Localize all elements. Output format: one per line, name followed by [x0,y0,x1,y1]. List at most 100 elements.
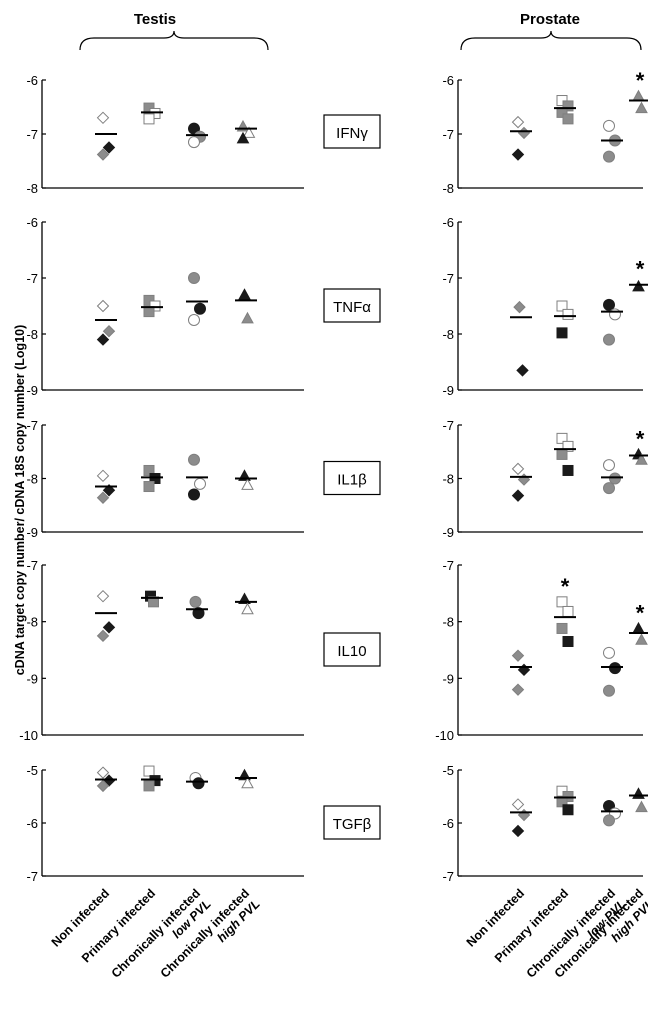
data-point-circle [603,482,615,495]
group-4-points [235,119,257,144]
data-point-circle [603,646,615,659]
data-point-circle [609,662,621,675]
data-point-diamond [96,111,110,125]
cytokine-label: TNFα [333,299,371,316]
group-2-points [554,432,576,476]
data-point-circle [194,477,206,490]
cytokine-label: IFNγ [336,125,368,142]
x-label-line1: Chronically infected [109,886,203,980]
y-tick-label: -5 [26,763,38,778]
cytokine-label-frame [323,805,381,840]
group-4-points: * [629,600,648,645]
data-point-circle [603,298,615,311]
y-tick-label: -9 [26,525,38,540]
data-point-triangle [635,800,648,813]
cytokine-label-box: TGFβ [323,805,381,840]
data-point-circle [192,607,205,620]
data-point-square [556,448,568,460]
data-point-square [562,804,574,816]
data-point-circle [188,272,200,284]
y-tick-label: -6 [26,73,38,88]
data-point-diamond [96,766,110,779]
y-tick-label: -7 [26,869,38,884]
y-tick-label: -9 [26,383,38,398]
group-1-points [95,111,117,161]
group-4-points [235,469,257,490]
data-point-diamond [102,621,116,634]
y-tick-label: -7 [442,418,454,433]
y-tick-label: -8 [442,181,454,196]
y-tick-label: -6 [442,215,454,230]
cytokine-label-frame [323,114,381,149]
data-point-triangle [241,776,254,789]
significance-star: * [636,257,645,282]
y-tick-label: -7 [26,271,38,286]
y-tick-label: -9 [26,671,38,686]
data-point-square [562,605,574,617]
data-point-square [556,327,568,339]
y-tick-label: -7 [26,127,38,142]
group-1-points [510,115,532,161]
data-point-triangle [632,279,645,292]
data-point-square [556,300,568,312]
significance-star: * [636,600,645,625]
data-point-diamond [517,663,531,677]
y-tick-label: -7 [442,869,454,884]
group-1-points [510,462,532,502]
data-point-diamond [102,324,116,338]
data-point-circle [609,308,621,321]
subplot-prostate: -5 -6 -7 [442,763,648,884]
data-point-diamond [96,299,110,313]
data-point-square [562,636,574,647]
y-tick-label: -8 [26,472,38,487]
data-point-diamond [96,629,110,643]
y-tick-label: -8 [26,181,38,196]
group-1-points [510,649,532,696]
data-point-diamond [96,469,110,483]
data-point-square [556,622,568,634]
data-point-circle [188,136,200,149]
data-point-circle [603,459,615,472]
data-point-diamond [102,141,116,154]
data-point-square [143,780,155,792]
group-brace [79,30,269,51]
group-1-points [95,469,117,504]
data-point-circle [188,453,200,466]
y-tick-label: -8 [26,327,38,342]
data-point-diamond [511,798,525,811]
group-4-points [235,288,257,324]
cytokine-label-frame [323,288,381,323]
group-4-points [629,787,648,813]
data-point-diamond [513,300,526,314]
data-point-triangle [635,633,648,645]
data-point-circle [603,684,615,697]
data-point-square [143,464,155,476]
group-1-points [95,766,117,793]
y-tick-label: -5 [442,763,454,778]
data-point-square [148,596,159,608]
subplot-prostate: -6 -7 -8 -9 * [442,215,648,398]
panel-ifngamma: IFNγ -6 -7 -8 -6 -7 -8 * [26,68,648,196]
data-point-circle [603,119,615,132]
y-tick-label: -10 [19,728,38,743]
data-point-square [562,308,574,320]
group-3-points [601,119,623,163]
cytokine-label-box: IFNγ [323,114,381,149]
panel-il10: IL10 -7 -8 -9 -10 -7 -8 -9 -10 * * [19,558,648,743]
group-2-points [141,294,163,318]
data-point-square [556,432,568,444]
data-point-diamond [517,473,531,486]
cytokine-label-frame [323,632,381,667]
data-point-diamond [96,491,110,504]
y-tick-label: -8 [442,472,454,487]
y-tick-label: -8 [442,615,454,630]
group-3-points [601,298,623,346]
significance-star: * [561,574,570,599]
group-1-points [95,299,117,346]
group-3-points [186,122,208,149]
y-tick-label: -8 [26,615,38,630]
data-point-triangle [241,478,254,490]
